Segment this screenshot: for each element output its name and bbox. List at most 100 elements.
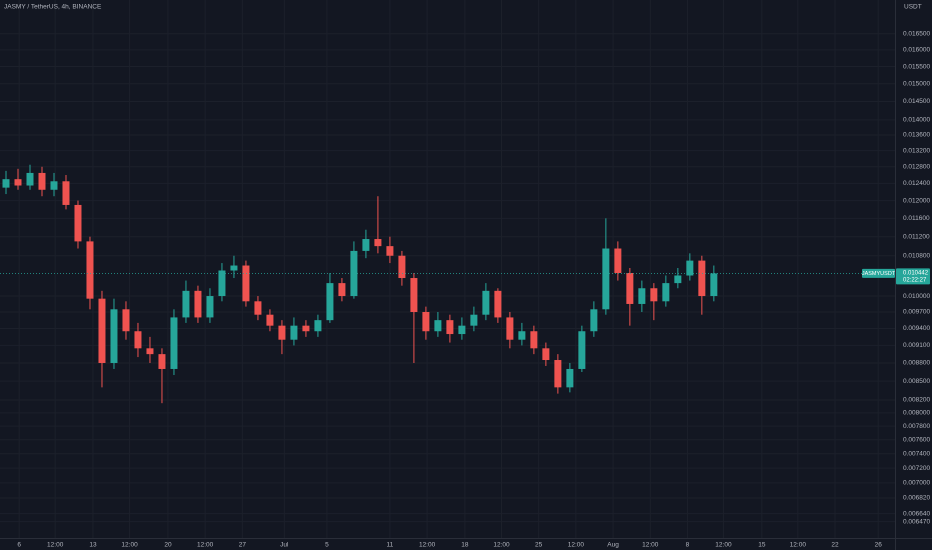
candle-body: [662, 283, 670, 302]
candle-body: [530, 331, 538, 349]
axes: 0.016500 0.016000 0.015500 0.015000 0.014500…: [17, 31, 930, 549]
candle-body: [350, 250, 358, 297]
y-axis-label: USDT: [904, 4, 922, 11]
countdown-label: 02:22:27: [903, 277, 927, 283]
candle-body: [290, 325, 298, 340]
x-tick-label: 12:00: [568, 542, 585, 549]
x-tick-label: 5: [325, 542, 329, 549]
candle-body: [422, 311, 430, 332]
candle-body: [638, 288, 646, 304]
candle-body: [62, 181, 70, 205]
candle-body: [566, 368, 574, 388]
x-tick-label: 25: [535, 542, 543, 549]
y-tick-label: 0.007000: [903, 480, 930, 487]
last-price-label: 0.010442: [903, 270, 929, 276]
grid: [0, 0, 895, 538]
y-tick-label: 0.007200: [903, 465, 930, 472]
candle-body: [14, 179, 22, 186]
y-tick-label: 0.013200: [903, 147, 930, 154]
candle-body: [434, 320, 442, 332]
candle-body: [218, 270, 226, 297]
y-tick-label: 0.009700: [903, 309, 930, 316]
candle-body: [278, 325, 286, 340]
y-tick-label: 0.012400: [903, 180, 930, 187]
candle-body: [50, 181, 58, 190]
y-tick-label: 0.006640: [903, 510, 930, 517]
y-tick-label: 0.008800: [903, 360, 930, 367]
y-tick-label: 0.009100: [903, 342, 930, 349]
y-tick-label: 0.016000: [903, 47, 930, 54]
y-tick-label: 0.006820: [903, 495, 930, 502]
x-tick-label: 26: [875, 542, 883, 549]
x-tick-label: 15: [758, 542, 766, 549]
candle-body: [194, 290, 202, 318]
y-tick-label: 0.008500: [903, 378, 930, 385]
y-tick-label: 0.009400: [903, 325, 930, 332]
x-tick-label: 12:00: [47, 542, 64, 549]
y-tick-label: 0.013600: [903, 132, 930, 139]
candle-body: [98, 298, 106, 363]
candle-body: [398, 255, 406, 279]
candle-body: [38, 172, 46, 190]
y-tick-label: 0.007600: [903, 436, 930, 443]
candle-body: [686, 260, 694, 276]
candle-body: [266, 314, 274, 326]
candle-body: [86, 241, 94, 299]
symbol-label: JASMYUSDT: [862, 271, 896, 277]
y-tick-label: 0.014500: [903, 98, 930, 105]
y-tick-label: 0.008200: [903, 397, 930, 404]
x-tick-label: 8: [686, 542, 690, 549]
y-tick-label: 0.012000: [903, 197, 930, 204]
candle-body: [614, 248, 622, 273]
y-tick-label: 0.011200: [903, 233, 930, 240]
x-tick-label: 12:00: [715, 542, 732, 549]
candle-body: [482, 290, 490, 315]
x-tick-label: 20: [164, 542, 172, 549]
candle-body: [494, 290, 502, 318]
candle-body: [518, 331, 526, 340]
x-tick-label: 12:00: [121, 542, 138, 549]
x-tick-label: 11: [387, 542, 394, 549]
y-tick-label: 0.015500: [903, 63, 930, 70]
candle-body: [602, 248, 610, 310]
candle-body: [302, 325, 310, 332]
x-tick-label: 22: [831, 542, 839, 549]
x-tick-label: 12:00: [419, 542, 436, 549]
candle-body: [182, 290, 190, 318]
chart-title: JASMY / TetherUS, 4h, BINANCE: [4, 4, 102, 11]
candle-body: [326, 283, 334, 321]
x-tick-label: 18: [461, 542, 469, 549]
candle-body: [2, 179, 10, 188]
candle-body: [74, 204, 82, 242]
candle-body: [374, 239, 382, 247]
y-tick-label: 0.010000: [903, 293, 930, 300]
y-tick-label: 0.011600: [903, 215, 930, 222]
candle-body: [410, 278, 418, 312]
candle-body: [650, 288, 658, 302]
y-tick-label: 0.012800: [903, 163, 930, 170]
candle-body: [134, 331, 142, 349]
x-tick-label: 6: [17, 542, 21, 549]
candle-body: [254, 301, 262, 315]
candle-body: [158, 354, 166, 369]
candle-body: [458, 325, 466, 335]
x-tick-label: 12:00: [493, 542, 510, 549]
candle-body: [710, 273, 718, 297]
candle-body: [26, 172, 34, 186]
candle-body: [590, 309, 598, 332]
candle-body: [146, 348, 154, 355]
candle-body: [110, 309, 118, 363]
y-tick-label: 0.007400: [903, 450, 930, 457]
candle-body: [578, 331, 586, 369]
candle-body: [314, 320, 322, 332]
candle-body: [698, 260, 706, 297]
candle-body: [446, 320, 454, 335]
candle-body: [674, 275, 682, 284]
y-tick-label: 0.007800: [903, 423, 930, 430]
candle-body: [242, 265, 250, 302]
x-tick-label: 12:00: [197, 542, 214, 549]
candle-body: [338, 283, 346, 297]
y-tick-label: 0.014000: [903, 117, 930, 124]
